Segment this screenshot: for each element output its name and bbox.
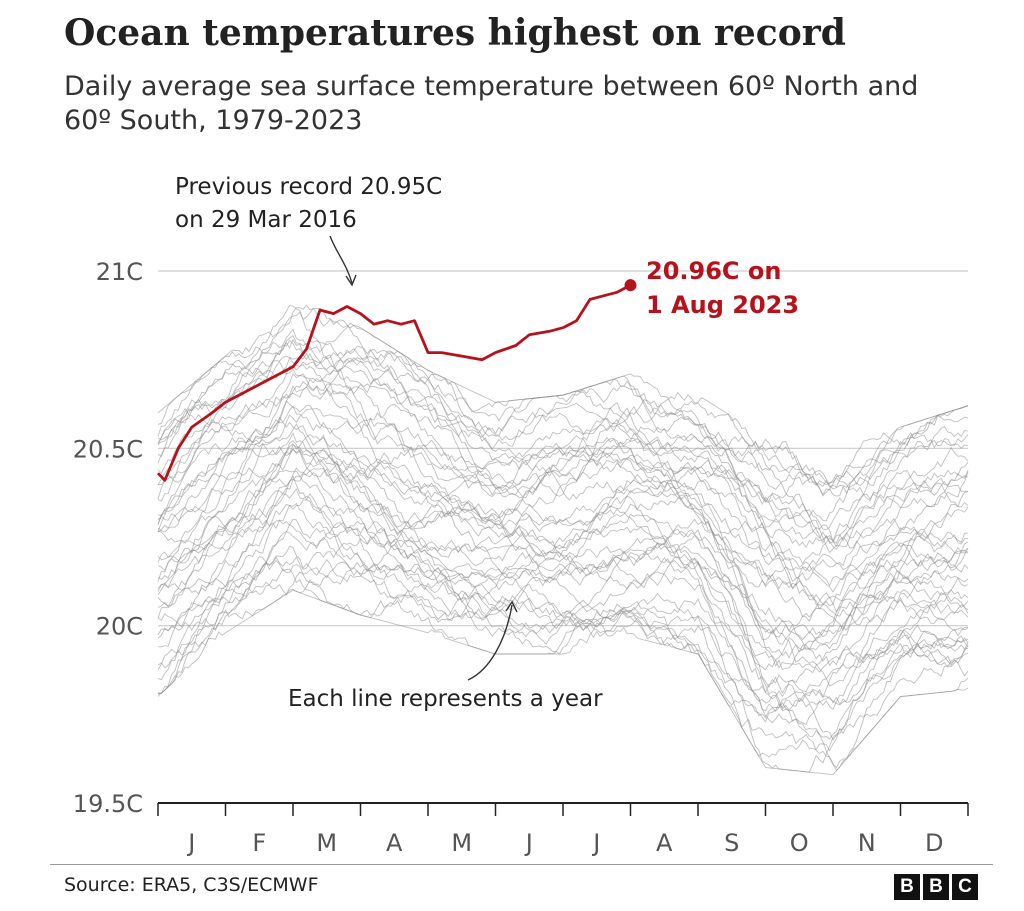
- x-tick-label: M: [451, 829, 472, 857]
- bbc-logo-letter: C: [952, 874, 978, 900]
- year-line: [157, 512, 969, 687]
- year-line: [157, 564, 969, 758]
- x-tick-label: N: [858, 829, 876, 857]
- year-line: [157, 562, 969, 776]
- annotation-layer: Previous record 20.95C on 29 Mar 2016 20…: [175, 174, 799, 712]
- year-line: [157, 444, 969, 650]
- each-line-arrowhead: [505, 600, 518, 613]
- year-line: [157, 469, 969, 671]
- highlight-series-layer: [156, 279, 637, 482]
- x-tick-label: D: [925, 829, 943, 857]
- year-line: [157, 581, 969, 772]
- year-line: [157, 561, 969, 773]
- year-line: [157, 502, 969, 723]
- previous-record-arrowhead: [345, 274, 357, 287]
- grid-lines: [158, 270, 968, 627]
- year-line: [157, 400, 969, 589]
- bbc-logo-letter: B: [923, 874, 949, 900]
- y-tick-label: 19.5C: [73, 790, 143, 818]
- chart-subtitle: Daily average sea surface temperature be…: [64, 71, 919, 136]
- year-line: [158, 520, 969, 726]
- x-tick-label: M: [316, 829, 337, 857]
- year-line: [157, 440, 969, 669]
- y-tick-label: 21C: [96, 258, 143, 286]
- record-2023-label-line1: 20.96C on: [646, 257, 781, 285]
- each-line-annotation: Each line represents a year: [288, 686, 603, 712]
- year-line: [157, 307, 969, 531]
- bbc-logo: B B C: [894, 874, 978, 900]
- footer-divider: [50, 864, 993, 865]
- x-tick-label: J: [524, 829, 533, 857]
- year-line: [157, 475, 969, 667]
- year-line: [157, 322, 969, 490]
- y-tick-label: 20C: [96, 613, 143, 641]
- year-line: [157, 305, 969, 509]
- year-line: [157, 467, 969, 659]
- series-line-2023: [156, 283, 632, 482]
- chart-title: Ocean temperatures highest on record: [64, 12, 846, 54]
- year-line: [157, 468, 969, 673]
- year-line: [157, 423, 969, 641]
- x-tick-label: A: [656, 829, 673, 857]
- year-line: [157, 434, 969, 645]
- background-year-lines: [157, 304, 969, 776]
- x-tick-label: S: [724, 829, 739, 857]
- previous-record-label-line1: Previous record 20.95C: [175, 174, 442, 200]
- year-line: [157, 360, 969, 543]
- previous-record-label-line2: on 29 Mar 2016: [175, 207, 357, 233]
- y-tick-label: 20.5C: [73, 435, 143, 463]
- x-tick-label: F: [252, 829, 266, 857]
- x-axis: 21C 20.5C 20C 19.5C J F M A M J J A S O N D: [73, 258, 969, 857]
- x-tick-label: O: [790, 829, 809, 857]
- x-tick-label: J: [591, 829, 600, 857]
- year-line: [157, 347, 969, 528]
- year-line: [157, 351, 969, 486]
- year-line: [157, 419, 969, 588]
- year-line: [157, 372, 969, 573]
- year-line: [157, 304, 969, 496]
- year-line: [157, 365, 969, 554]
- year-line: [157, 499, 969, 711]
- previous-record-arrow: [329, 235, 353, 284]
- each-line-arrow: [467, 604, 513, 681]
- year-line: [157, 448, 969, 617]
- bbc-logo-letter: B: [894, 874, 920, 900]
- year-line: [157, 449, 969, 700]
- year-line: [157, 530, 969, 740]
- year-line: [157, 383, 969, 593]
- year-line: [157, 488, 969, 693]
- year-line: [157, 407, 969, 606]
- source-note: Source: ERA5, C3S/ECMWF: [64, 874, 319, 896]
- record-2023-point: [624, 279, 637, 292]
- year-line: [157, 543, 969, 712]
- x-tick-label: J: [186, 829, 195, 857]
- record-2023-label-line2: 1 Aug 2023: [646, 291, 799, 319]
- x-tick-label: A: [386, 829, 403, 857]
